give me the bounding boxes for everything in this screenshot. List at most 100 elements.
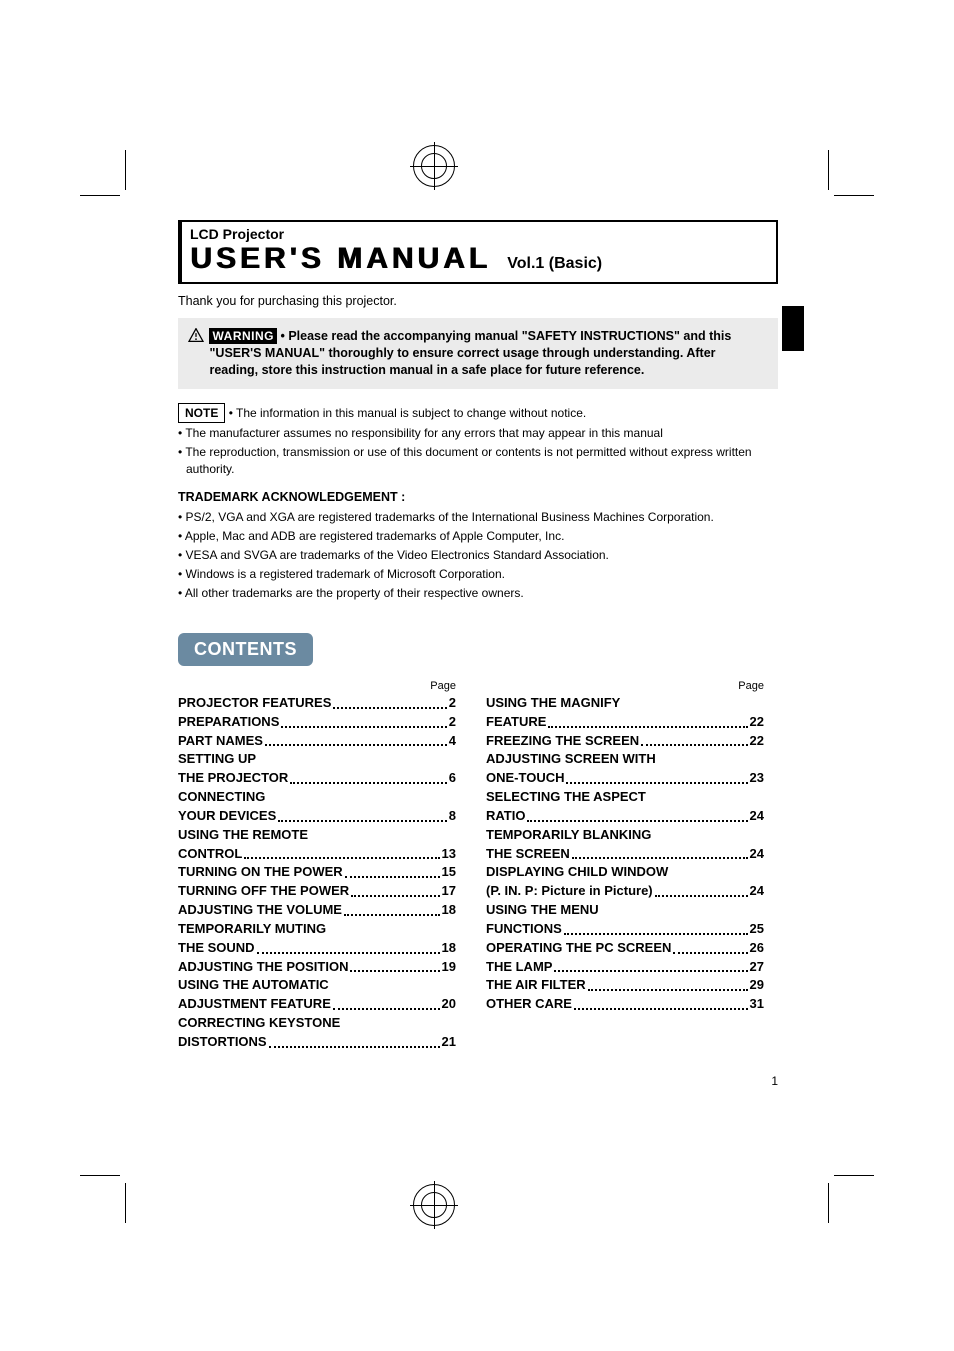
toc-entry-title: THE LAMP [486,958,552,977]
toc-entry-title: THE SOUND [178,939,255,958]
toc-entry-title: FUNCTIONS [486,920,562,939]
toc-entry: OTHER CARE 31 [486,995,764,1014]
toc-entry-title: CONNECTING [178,788,265,807]
toc-entry-page: 17 [442,882,456,901]
trademark-bullet: • PS/2, VGA and XGA are registered trade… [178,508,778,526]
toc-leader-dots [574,1008,748,1010]
toc-entry: USING THE MENU [486,901,764,920]
toc-entry-title: USING THE REMOTE [178,826,308,845]
toc-entry-page: 27 [750,958,764,977]
toc-leader-dots [278,820,447,822]
toc-entry-title: THE SCREEN [486,845,570,864]
toc-entry: USING THE REMOTE [178,826,456,845]
toc-entry-title: ADJUSTING SCREEN WITH [486,750,656,769]
toc-entry-title: SELECTING THE ASPECT [486,788,646,807]
toc-leader-dots [265,744,447,746]
toc-entry-page: 24 [750,807,764,826]
toc-entry-title: OTHER CARE [486,995,572,1014]
toc-entry-page: 6 [449,769,456,788]
warning-label: WARNING [209,328,277,344]
toc-entry-page: 23 [750,769,764,788]
toc-entry-page: 8 [449,807,456,826]
toc-entry: (P. IN. P: Picture in Picture)24 [486,882,764,901]
toc-entry: FUNCTIONS25 [486,920,764,939]
toc-entry-title: USING THE AUTOMATIC [178,976,329,995]
toc-leader-dots [641,744,747,746]
toc-entry: SETTING UP [178,750,456,769]
note-bullet: • The reproduction, transmission or use … [178,444,778,478]
toc-entry-title: PART NAMES [178,732,263,751]
toc-entry: DISTORTIONS21 [178,1033,456,1052]
toc-entry-title: USING THE MAGNIFY [486,694,620,713]
toc-leader-dots [333,1008,440,1010]
toc-entry-title: CORRECTING KEYSTONE [178,1014,340,1033]
thank-line: Thank you for purchasing this projector. [178,294,778,308]
warning-triangle-icon [188,328,206,347]
toc-entry-title: SETTING UP [178,750,256,769]
toc-entry: PART NAMES 4 [178,732,456,751]
crop-mark [80,195,120,196]
toc-leader-dots [344,914,440,916]
side-tab [782,306,804,351]
toc-entry: THE SOUND 18 [178,939,456,958]
toc-entry-page: 31 [750,995,764,1014]
toc-entry-title: TURNING OFF THE POWER [178,882,349,901]
toc-entry-page: 2 [449,694,456,713]
toc-entry-page: 2 [449,713,456,732]
toc-leader-dots [673,952,747,954]
registration-mark-icon [410,142,458,190]
toc-entry: YOUR DEVICES8 [178,807,456,826]
trademark-bullet: • Windows is a registered trademark of M… [178,565,778,583]
toc-entry: OPERATING THE PC SCREEN26 [486,939,764,958]
toc-entry-title: DISTORTIONS [178,1033,267,1052]
toc-entry: THE SCREEN 24 [486,845,764,864]
toc-entry-title: RATIO [486,807,525,826]
toc-leader-dots [244,857,439,859]
toc-entry-page: 20 [442,995,456,1014]
toc-leader-dots [281,726,446,728]
toc-entry: THE LAMP 27 [486,958,764,977]
toc-entry-title: TURNING ON THE POWER [178,863,343,882]
registration-mark-icon [410,1181,458,1229]
toc-entry-page: 4 [449,732,456,751]
toc-entry-page: 18 [442,939,456,958]
toc-entry-page: 22 [750,732,764,751]
toc-entry: CONNECTING [178,788,456,807]
toc-entry-page: 22 [750,713,764,732]
toc-entry: TURNING ON THE POWER15 [178,863,456,882]
toc-left-column: Page PROJECTOR FEATURES2PREPARATIONS2PAR… [178,680,456,1052]
toc-entry-page: 24 [750,845,764,864]
note-section: NOTE • The information in this manual is… [178,403,778,478]
trademark-heading: TRADEMARK ACKNOWLEDGEMENT : [178,490,778,504]
manual-title: USER'S MANUAL [190,242,491,275]
toc-entry: PROJECTOR FEATURES 2 [178,694,456,713]
toc-entry-page: 13 [442,845,456,864]
toc-entry: CORRECTING KEYSTONE [178,1014,456,1033]
toc-entry: TURNING OFF THE POWER 17 [178,882,456,901]
toc-entry-title: PROJECTOR FEATURES [178,694,331,713]
crop-mark [828,150,829,190]
toc-entry-page: 24 [750,882,764,901]
toc-entry-page: 26 [750,939,764,958]
toc-entry: USING THE AUTOMATIC [178,976,456,995]
toc-entry: SELECTING THE ASPECT [486,788,764,807]
crop-mark [125,1183,126,1223]
product-label: LCD Projector [190,226,768,242]
toc-entry: FEATURE22 [486,713,764,732]
toc-entry-title: TEMPORARILY BLANKING [486,826,651,845]
toc-leader-dots [566,782,747,784]
toc-entry: TEMPORARILY BLANKING [486,826,764,845]
warning-text: • Please read the accompanying manual "S… [209,329,731,377]
toc-entry: THE PROJECTOR6 [178,769,456,788]
toc-leader-dots [564,933,748,935]
toc-leader-dots [351,895,439,897]
toc-entry-title: ADJUSTING THE POSITION [178,958,348,977]
toc-entry-title: CONTROL [178,845,242,864]
toc-leader-dots [655,895,748,897]
toc-leader-dots [257,952,440,954]
crop-mark [834,1175,874,1176]
toc-leader-dots [345,876,440,878]
trademark-bullet: • VESA and SVGA are trademarks of the Vi… [178,546,778,564]
toc-leader-dots [588,989,748,991]
toc-entry: PREPARATIONS2 [178,713,456,732]
